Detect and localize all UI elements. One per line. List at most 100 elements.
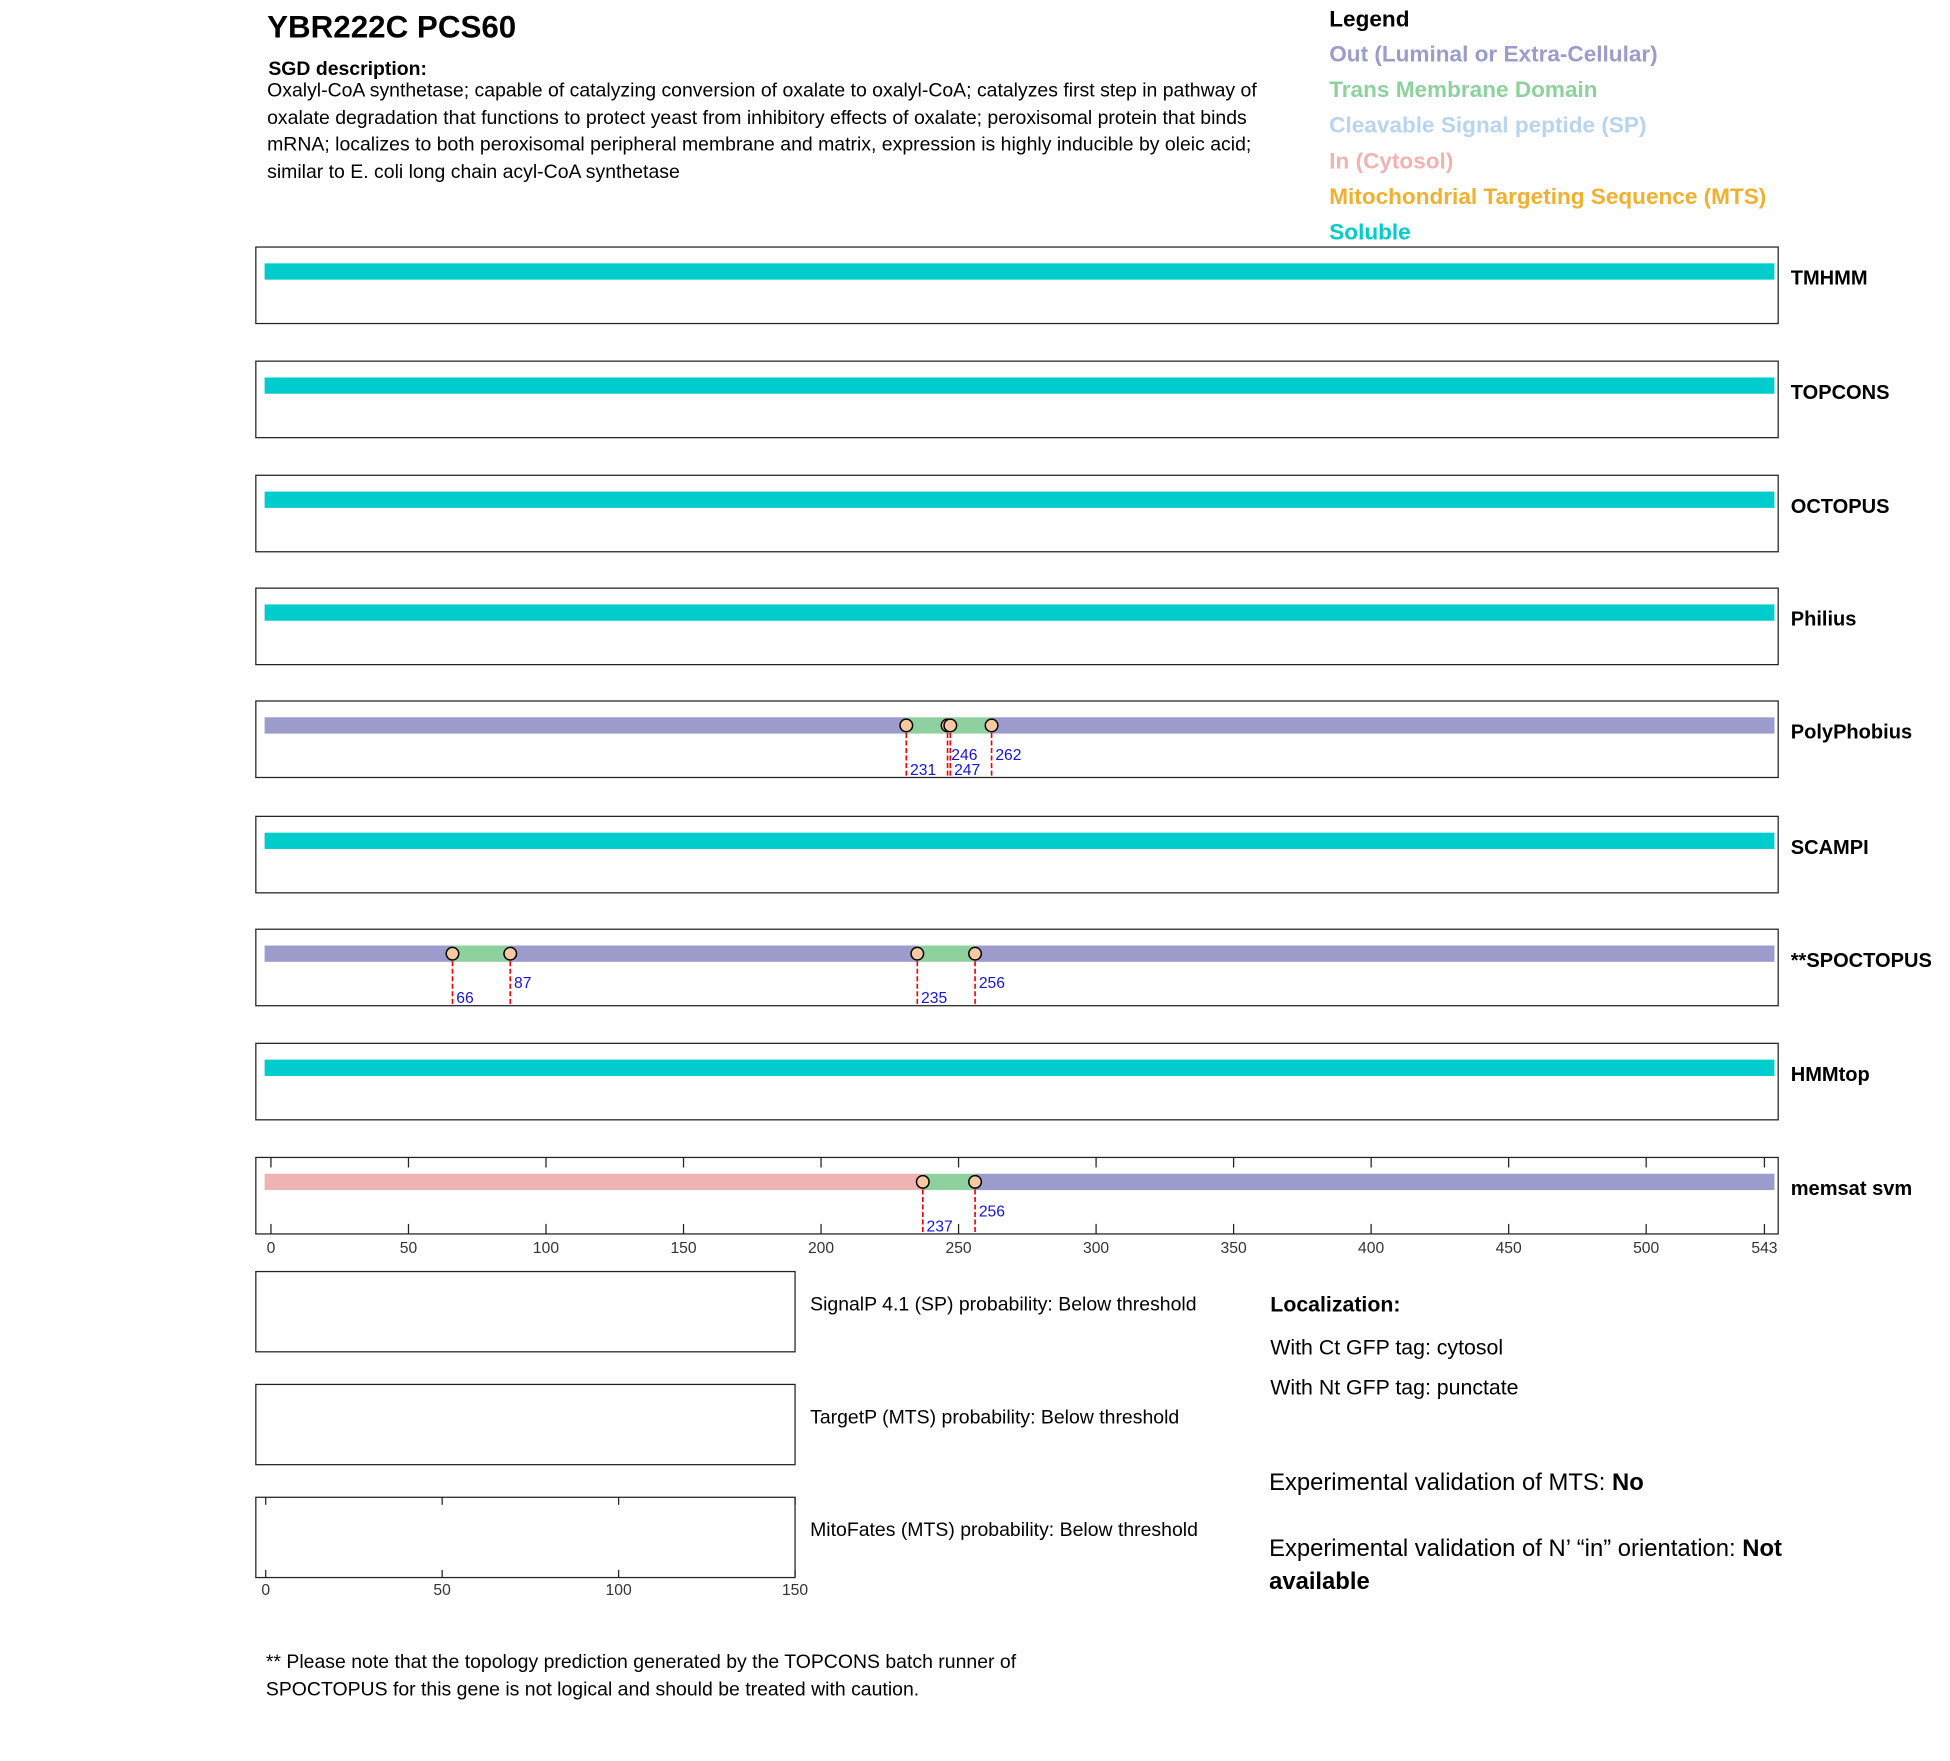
x-tick-label: 50	[433, 1582, 451, 1599]
track-name: Philius	[1791, 609, 1857, 631]
x-tick-label: 450	[1496, 1240, 1522, 1257]
track-name: memsat svm	[1791, 1178, 1912, 1200]
legend-item: Out (Luminal or Extra-Cellular)	[1329, 41, 1657, 66]
probability-text: SignalP 4.1 (SP) probability: Below thre…	[810, 1294, 1197, 1316]
boundary-marker	[984, 718, 999, 733]
boundary-marker	[910, 946, 925, 961]
track-segment	[264, 491, 1775, 508]
track-segment	[510, 945, 918, 962]
track-box	[255, 474, 1779, 553]
footnote-box: ** Please note that the topology predict…	[265, 1651, 1017, 1701]
probability-box	[255, 1496, 796, 1579]
validation-box: Experimental validation of N’ “in” orien…	[1269, 1534, 1858, 1599]
x-tick-label: 150	[670, 1240, 696, 1257]
validation-value: Not available	[1269, 1536, 1782, 1596]
x-tick-label: 250	[946, 1240, 972, 1257]
track-segment	[264, 263, 1775, 280]
validation: Experimental validation of MTS: No	[1269, 1467, 1858, 1500]
boundary-label: 247	[954, 762, 980, 779]
track-box	[255, 360, 1779, 439]
footnote: ** Please note that the topology predict…	[265, 1651, 1017, 1701]
track-box	[255, 928, 1779, 1007]
track-segment	[264, 1173, 923, 1191]
localization-line: With Nt GFP tag: punctate	[1270, 1375, 1518, 1399]
track-segment	[452, 945, 511, 962]
x-tick-label: 50	[400, 1240, 418, 1257]
legend-item: Mitochondrial Targeting Sequence (MTS)	[1329, 184, 1766, 209]
validation: Experimental validation of N’ “in” orien…	[1269, 1534, 1858, 1599]
x-tick-label: 0	[267, 1240, 276, 1257]
legend-title: Legend	[1329, 6, 1409, 31]
description-box: Oxalyl-CoA synthetase; capable of cataly…	[267, 80, 1257, 183]
boundary-label: 262	[995, 747, 1021, 764]
boundary-label: 256	[979, 975, 1005, 992]
track-box	[255, 1156, 1779, 1235]
boundary-label: 87	[514, 975, 531, 992]
probability-text-box: MitoFates (MTS) probability: Below thres…	[810, 1519, 1198, 1542]
track-box	[255, 587, 1779, 666]
boundary-label: 66	[456, 990, 474, 1007]
probability-text-box: TargetP (MTS) probability: Below thresho…	[810, 1407, 1179, 1428]
legend-item: In (Cytosol)	[1329, 148, 1453, 173]
x-tick-label: 543	[1751, 1240, 1777, 1257]
boundary-marker	[503, 946, 518, 961]
track-name: PolyPhobius	[1791, 722, 1912, 744]
track-segment	[975, 1173, 1775, 1191]
track-segment	[264, 377, 1775, 394]
track-name: SCAMPI	[1791, 837, 1869, 859]
x-tick-label: 200	[808, 1240, 834, 1257]
boundary-marker	[968, 1174, 983, 1189]
track-name: **SPOCTOPUS	[1791, 950, 1932, 972]
x-tick-label: 100	[606, 1582, 632, 1599]
track-box	[255, 246, 1779, 325]
x-tick-label: 0	[261, 1582, 270, 1599]
x-tick-label: 400	[1358, 1240, 1384, 1257]
track-segment	[264, 945, 453, 962]
boundary-label: 237	[927, 1218, 953, 1235]
probability-text-box: SignalP 4.1 (SP) probability: Below thre…	[810, 1294, 1197, 1316]
track-segment	[917, 945, 976, 962]
boundary-label: 235	[921, 990, 947, 1007]
track-name: OCTOPUS	[1791, 496, 1890, 518]
track-segment	[975, 945, 1775, 962]
legend-item: Cleavable Signal peptide (SP)	[1329, 113, 1646, 138]
probability-box	[255, 1270, 796, 1353]
legend-item: Trans Membrane Domain	[1329, 77, 1597, 102]
track-segment	[264, 832, 1775, 849]
track-segment	[264, 604, 1775, 621]
validation-value: No	[1612, 1469, 1644, 1497]
track-box	[255, 1042, 1779, 1121]
track-segment	[264, 1059, 1775, 1076]
track-box	[255, 700, 1779, 779]
boundary-label: 256	[979, 1203, 1005, 1220]
boundary-label: 231	[910, 762, 936, 779]
localization-line: With Ct GFP tag: cytosol	[1270, 1335, 1503, 1359]
validation-box: Experimental validation of MTS: No	[1269, 1467, 1858, 1500]
boundary-marker	[445, 946, 460, 961]
boundary-marker	[943, 718, 958, 733]
probability-text: MitoFates (MTS) probability: Below thres…	[810, 1519, 1198, 1542]
track-segment	[906, 717, 948, 734]
boundary-label: 246	[951, 747, 977, 764]
x-tick-label: 300	[1083, 1240, 1109, 1257]
description: Oxalyl-CoA synthetase; capable of cataly…	[267, 80, 1257, 183]
gene-title: YBR222C PCS60	[267, 10, 516, 45]
probability-box	[255, 1383, 796, 1466]
track-segment	[950, 717, 992, 734]
x-tick-label: 350	[1221, 1240, 1247, 1257]
x-tick-label: 150	[782, 1582, 808, 1599]
validation-label: Experimental validation of N’ “in” orien…	[1269, 1536, 1743, 1563]
boundary-marker	[968, 946, 983, 961]
description-label: SGD description:	[268, 58, 427, 80]
boundary-marker	[899, 718, 914, 733]
track-name: TMHMM	[1791, 268, 1868, 290]
track-name: TOPCONS	[1791, 382, 1890, 404]
boundary-marker	[915, 1174, 930, 1189]
track-name: HMMtop	[1791, 1064, 1870, 1086]
track-segment	[922, 1173, 976, 1191]
x-tick-label: 500	[1633, 1240, 1659, 1257]
track-segment	[264, 717, 907, 734]
track-box	[255, 815, 1779, 894]
x-tick-label: 100	[533, 1240, 559, 1257]
